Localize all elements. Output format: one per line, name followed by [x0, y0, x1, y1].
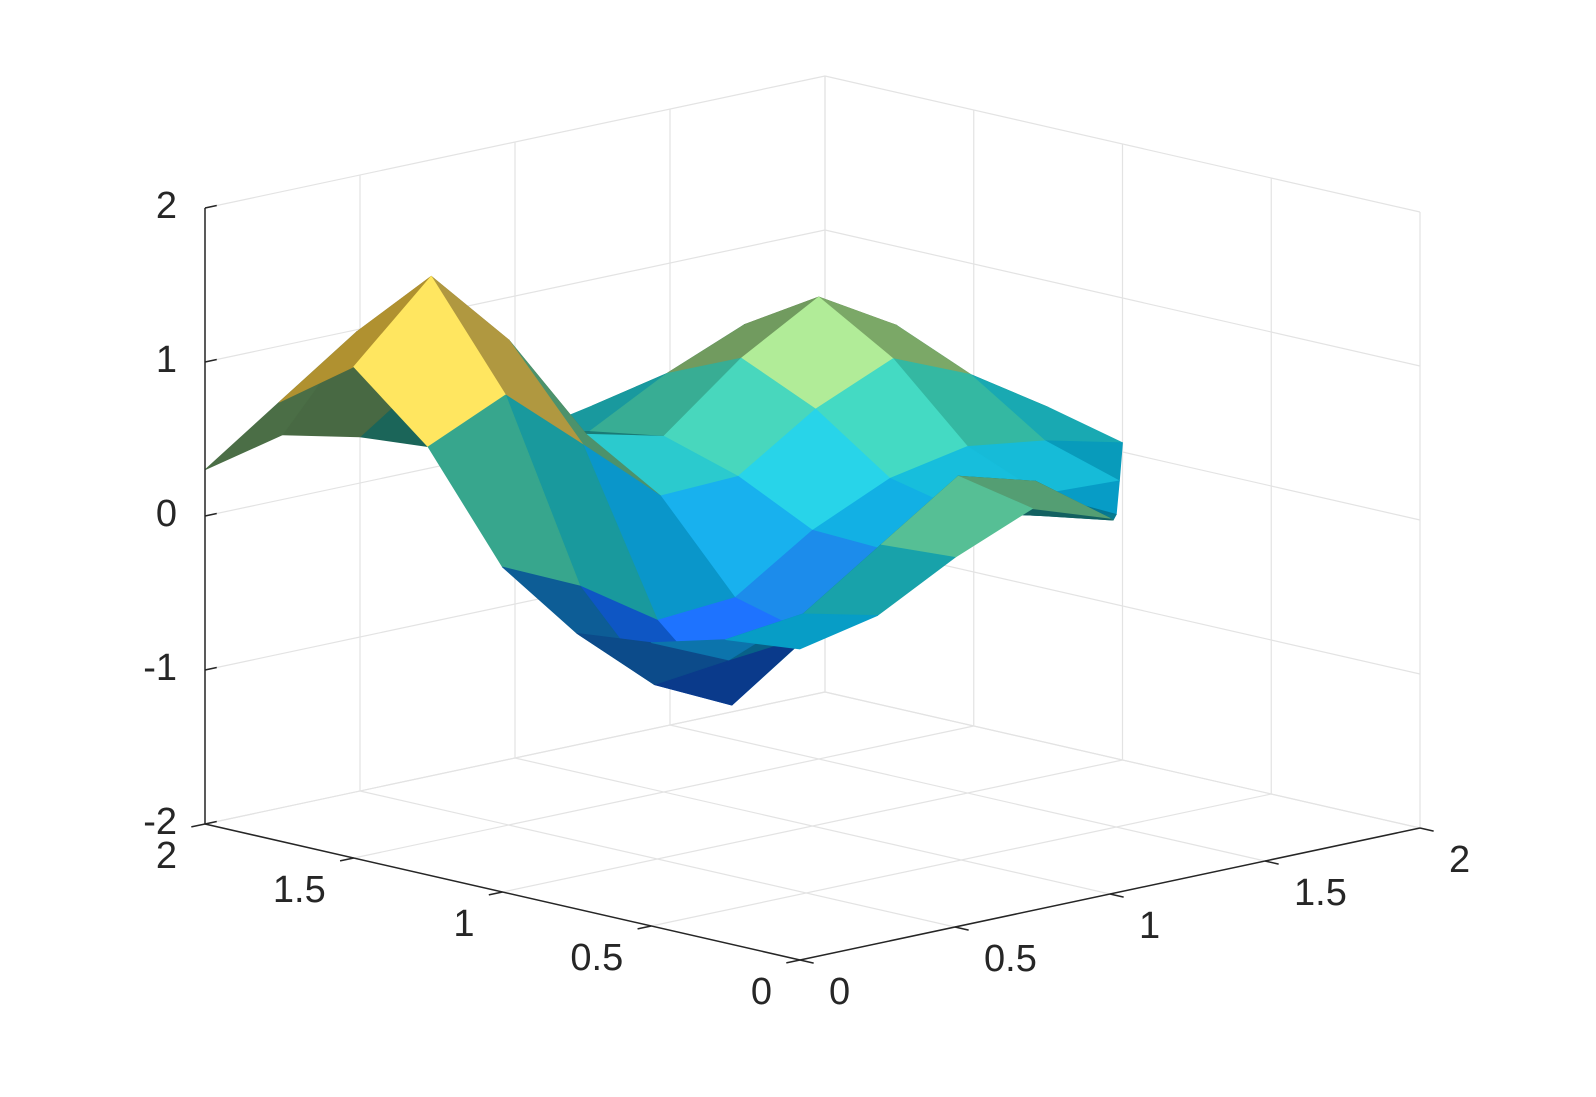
y-tick [488, 891, 503, 896]
grid-line [824, 75, 1421, 213]
grid-line [204, 75, 826, 209]
grid-line [204, 691, 826, 825]
x-tick-label: 1.5 [1294, 872, 1347, 914]
y-tick [339, 857, 354, 862]
x-tick [1264, 860, 1279, 865]
x-tick-label: 2 [1449, 839, 1470, 881]
z-tick-label: 2 [156, 185, 177, 227]
y-tick-label: 1 [453, 903, 474, 945]
x-tick-label: 0.5 [984, 938, 1037, 980]
x-tick-label: 1 [1139, 905, 1160, 947]
z-tick-label: -2 [143, 801, 177, 843]
y-tick [786, 959, 801, 964]
z-tick-label: 1 [156, 339, 177, 381]
x-tick-label: 0 [829, 971, 850, 1013]
x-tick [1109, 893, 1124, 898]
grid-line [502, 759, 1123, 893]
y-tick-label: 2 [156, 835, 177, 877]
grid-line [353, 725, 974, 859]
z-tick [204, 666, 217, 671]
y-tick [637, 925, 652, 930]
z-tick-label: 0 [156, 493, 177, 535]
z-tick [204, 204, 217, 209]
z-tick [204, 358, 217, 363]
x-tick [954, 926, 969, 931]
x-tick [1419, 827, 1434, 832]
surface-patch [725, 613, 878, 650]
z-tick [204, 820, 217, 825]
y-tick-label: 0.5 [570, 937, 623, 979]
z-tick [204, 512, 217, 517]
grid-line [824, 229, 1421, 367]
grid-line [651, 793, 1272, 927]
y-tick-label: 0 [751, 971, 772, 1013]
z-tick-label: -1 [143, 647, 177, 689]
grid-line [824, 691, 1421, 829]
grid-line [204, 229, 826, 363]
y-tick [191, 823, 206, 828]
y-tick-label: 1.5 [273, 869, 326, 911]
x-tick [799, 959, 814, 964]
